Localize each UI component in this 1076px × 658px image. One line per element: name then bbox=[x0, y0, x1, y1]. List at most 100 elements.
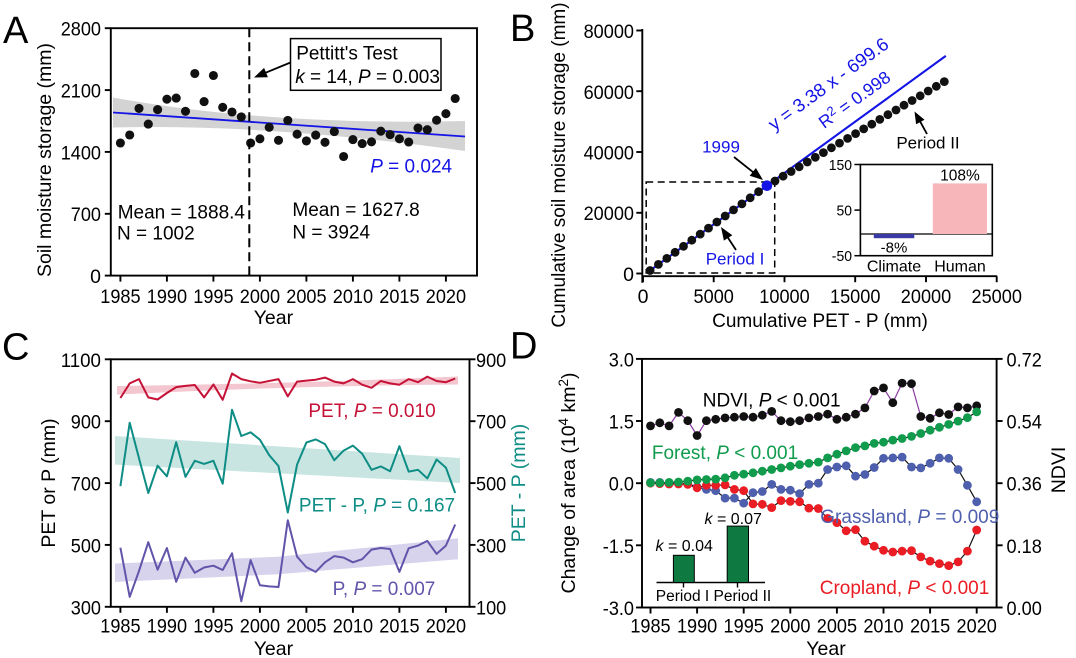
svg-text:1990: 1990 bbox=[147, 286, 187, 308]
svg-text:20000: 20000 bbox=[901, 286, 952, 308]
svg-text:-50: -50 bbox=[832, 248, 852, 265]
svg-text:2800: 2800 bbox=[61, 19, 101, 41]
svg-text:900: 900 bbox=[476, 350, 506, 372]
svg-text:PET or P (mm): PET or P (mm) bbox=[38, 418, 60, 547]
svg-text:1985: 1985 bbox=[100, 616, 140, 638]
svg-text:NDVI, P < 0.001: NDVI, P < 0.001 bbox=[703, 391, 841, 412]
svg-text:k = 14, P = 0.003: k = 14, P = 0.003 bbox=[295, 67, 440, 88]
svg-text:10000: 10000 bbox=[759, 286, 810, 308]
svg-text:108%: 108% bbox=[940, 168, 980, 185]
svg-text:0.36: 0.36 bbox=[1007, 474, 1042, 496]
svg-text:2000: 2000 bbox=[240, 616, 280, 638]
svg-text:1400: 1400 bbox=[61, 142, 101, 164]
svg-text:PET - P, P = 0.167: PET - P, P = 0.167 bbox=[299, 496, 455, 517]
svg-text:1990: 1990 bbox=[147, 616, 187, 638]
svg-text:Mean = 1627.8: Mean = 1627.8 bbox=[292, 200, 419, 221]
svg-text:2020: 2020 bbox=[426, 616, 466, 638]
svg-text:15000: 15000 bbox=[830, 286, 881, 308]
svg-text:900: 900 bbox=[71, 412, 101, 434]
svg-text:20000: 20000 bbox=[584, 203, 635, 225]
svg-text:1995: 1995 bbox=[193, 616, 233, 638]
svg-text:Grassland, P = 0.009: Grassland, P = 0.009 bbox=[820, 507, 999, 528]
svg-text:-8%: -8% bbox=[881, 240, 908, 257]
svg-text:1100: 1100 bbox=[61, 350, 101, 372]
svg-text:k = 0.04: k = 0.04 bbox=[656, 538, 713, 555]
svg-text:0.0: 0.0 bbox=[609, 474, 634, 496]
svg-text:Cumulative PET - P (mm): Cumulative PET - P (mm) bbox=[712, 311, 928, 332]
svg-text:40000: 40000 bbox=[584, 143, 635, 165]
svg-text:2100: 2100 bbox=[61, 81, 101, 103]
svg-text:0.18: 0.18 bbox=[1007, 536, 1042, 558]
svg-text:Mean = 1888.4: Mean = 1888.4 bbox=[118, 203, 246, 224]
svg-text:PET, P = 0.010: PET, P = 0.010 bbox=[308, 401, 435, 422]
svg-text:Climate: Climate bbox=[867, 259, 921, 276]
svg-text:2020: 2020 bbox=[957, 616, 997, 638]
svg-text:2005: 2005 bbox=[286, 286, 326, 308]
svg-text:A: A bbox=[3, 10, 29, 52]
svg-text:D: D bbox=[510, 326, 537, 368]
svg-text:150: 150 bbox=[829, 157, 852, 174]
svg-text:50: 50 bbox=[837, 203, 853, 220]
svg-text:25000: 25000 bbox=[972, 286, 1023, 308]
svg-text:-1.5: -1.5 bbox=[603, 536, 634, 558]
svg-text:P, P = 0.007: P, P = 0.007 bbox=[333, 579, 436, 600]
svg-text:P = 0.024: P = 0.024 bbox=[370, 157, 452, 178]
svg-text:300: 300 bbox=[71, 597, 101, 619]
svg-text:2005: 2005 bbox=[817, 616, 857, 638]
svg-text:60000: 60000 bbox=[584, 82, 635, 104]
svg-text:B: B bbox=[510, 8, 535, 50]
svg-text:C: C bbox=[2, 327, 29, 369]
svg-text:1990: 1990 bbox=[677, 616, 717, 638]
svg-text:1995: 1995 bbox=[193, 286, 233, 308]
svg-text:0.54: 0.54 bbox=[1007, 412, 1042, 434]
svg-text:1995: 1995 bbox=[724, 616, 764, 638]
svg-text:2000: 2000 bbox=[240, 286, 280, 308]
svg-text:-3.0: -3.0 bbox=[603, 598, 634, 620]
svg-text:Period I: Period I bbox=[706, 250, 765, 269]
svg-text:Year: Year bbox=[254, 638, 294, 658]
svg-text:2010: 2010 bbox=[333, 616, 373, 638]
svg-text:0.00: 0.00 bbox=[1007, 598, 1042, 620]
svg-text:NDVI: NDVI bbox=[1048, 447, 1070, 494]
svg-text:2015: 2015 bbox=[379, 616, 419, 638]
svg-text:0: 0 bbox=[90, 266, 101, 288]
svg-text:2000: 2000 bbox=[770, 616, 810, 638]
svg-text:700: 700 bbox=[71, 204, 101, 226]
svg-text:2010: 2010 bbox=[863, 616, 903, 638]
svg-text:300: 300 bbox=[476, 535, 506, 557]
svg-text:Change of area (104 km2): Change of area (104 km2) bbox=[556, 373, 580, 594]
svg-text:Pettitt's Test: Pettitt's Test bbox=[296, 44, 398, 65]
svg-text:N = 1002: N = 1002 bbox=[117, 224, 195, 245]
svg-text:Cumulative soil moisture stora: Cumulative soil moisture storage (mm) bbox=[549, 2, 570, 327]
svg-text:500: 500 bbox=[71, 535, 101, 557]
svg-text:Period I Period II: Period I Period II bbox=[656, 588, 771, 605]
svg-text:1985: 1985 bbox=[100, 286, 140, 308]
svg-text:80000: 80000 bbox=[584, 21, 635, 43]
svg-text:1985: 1985 bbox=[630, 616, 670, 638]
svg-text:0.72: 0.72 bbox=[1007, 349, 1042, 371]
svg-text:N = 3924: N = 3924 bbox=[292, 223, 370, 244]
svg-text:Year: Year bbox=[806, 638, 846, 658]
svg-text:700: 700 bbox=[71, 474, 101, 496]
svg-text:2005: 2005 bbox=[286, 616, 326, 638]
svg-text:1.5: 1.5 bbox=[609, 412, 634, 434]
svg-text:k = 0.07: k = 0.07 bbox=[705, 511, 762, 528]
svg-text:1999: 1999 bbox=[702, 138, 740, 157]
svg-text:5000: 5000 bbox=[694, 286, 734, 308]
svg-text:Forest, P < 0.001: Forest, P < 0.001 bbox=[652, 443, 798, 464]
svg-text:3.0: 3.0 bbox=[609, 349, 634, 371]
svg-text:500: 500 bbox=[476, 474, 506, 496]
svg-text:100: 100 bbox=[476, 597, 506, 619]
svg-text:0: 0 bbox=[623, 264, 634, 286]
svg-text:2015: 2015 bbox=[910, 616, 950, 638]
svg-text:0: 0 bbox=[638, 286, 649, 308]
svg-text:700: 700 bbox=[476, 412, 506, 434]
svg-text:Period II: Period II bbox=[896, 134, 959, 153]
svg-text:2020: 2020 bbox=[426, 286, 466, 308]
svg-text:2010: 2010 bbox=[333, 286, 373, 308]
svg-text:PET - P (mm): PET - P (mm) bbox=[508, 424, 530, 542]
svg-text:Year: Year bbox=[254, 307, 294, 329]
svg-text:Soil moisture storage (mm): Soil moisture storage (mm) bbox=[34, 43, 56, 277]
svg-text:Human: Human bbox=[934, 259, 986, 276]
svg-text:Cropland, P < 0.001: Cropland, P < 0.001 bbox=[820, 578, 990, 599]
